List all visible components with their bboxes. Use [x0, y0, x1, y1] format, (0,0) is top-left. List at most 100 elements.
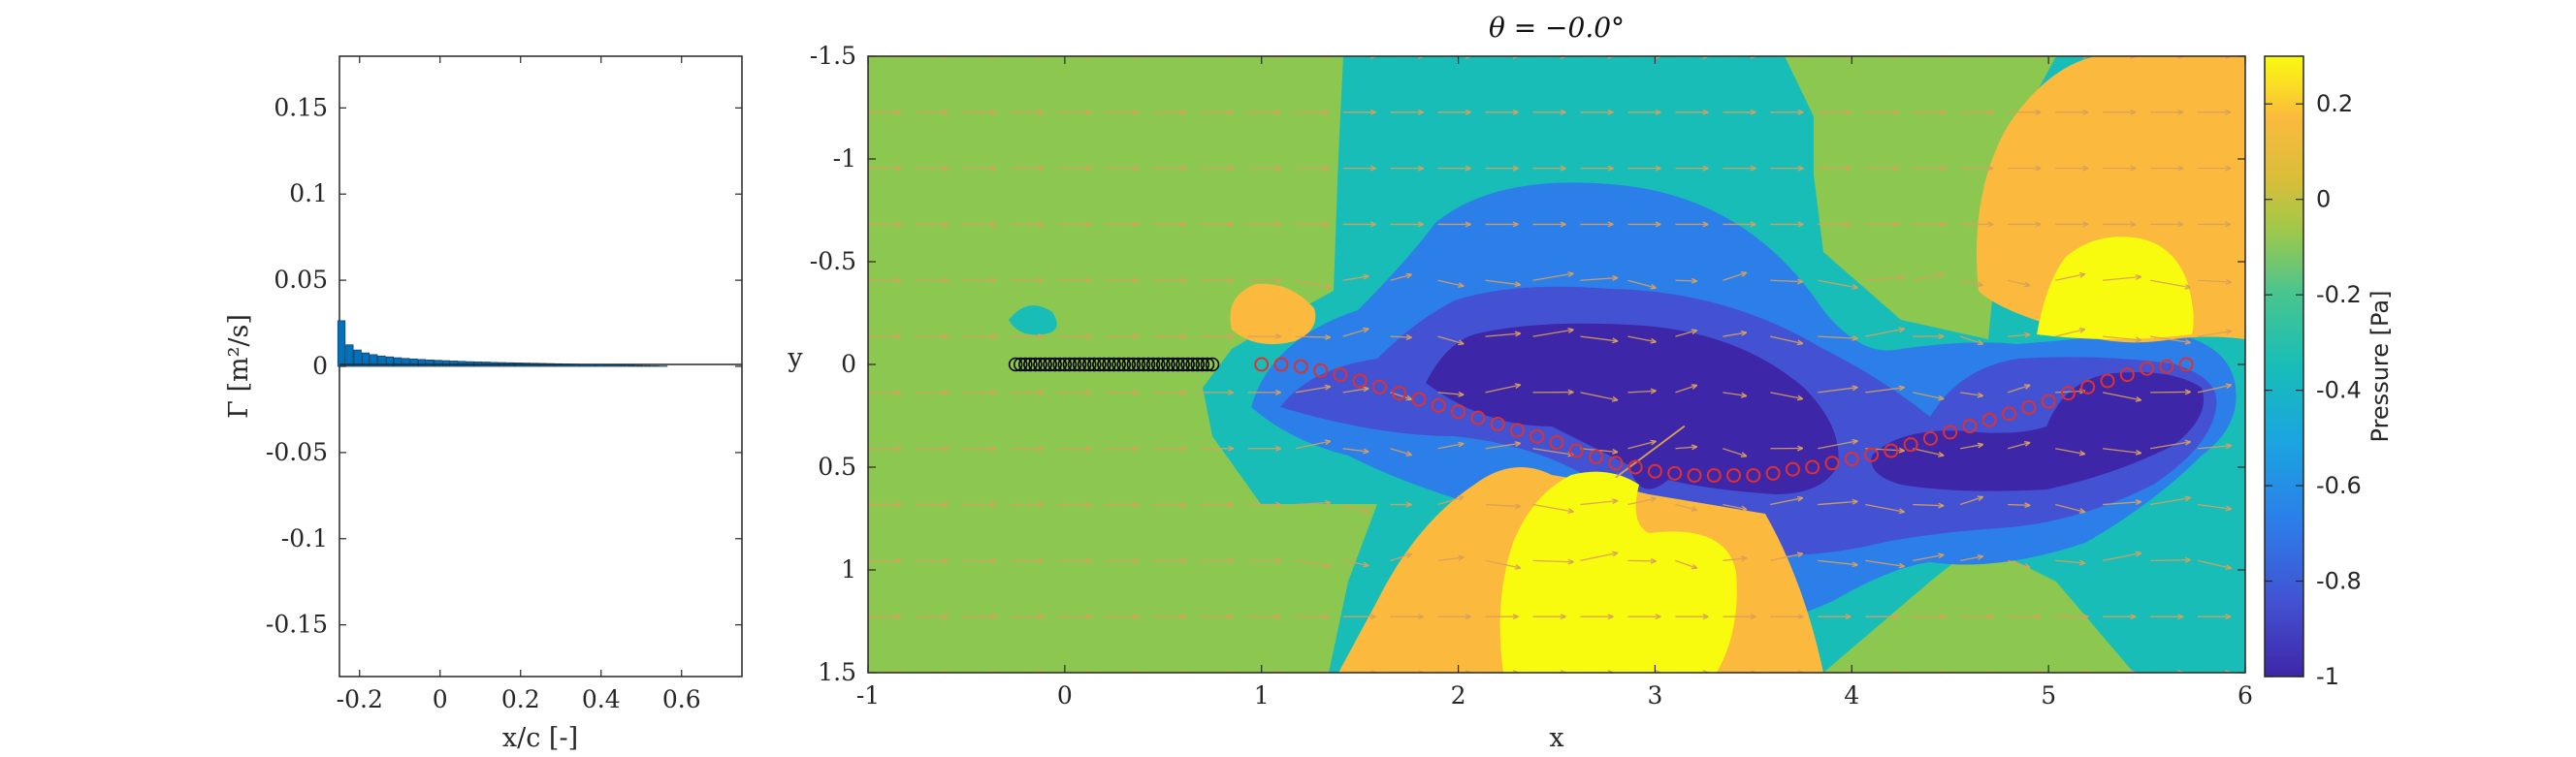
- bar: [619, 364, 628, 367]
- velocity-arrow-head: [1938, 502, 1945, 509]
- colorbar-tick-label: -1: [2316, 663, 2339, 690]
- velocity-arrow: [1342, 559, 1369, 567]
- plate-vortex-point: [1111, 357, 1126, 372]
- velocity-arrow-head: [1898, 508, 1906, 515]
- velocity-arrow-head: [1740, 331, 1748, 336]
- contour-blob-teal-small: [1009, 305, 1057, 335]
- velocity-arrow-head: [1690, 444, 1698, 451]
- velocity-arrow-head: [1038, 109, 1045, 115]
- velocity-arrow-head: [1898, 385, 1905, 392]
- wake-vortex-point: [1313, 363, 1329, 378]
- colorbar-tick-label: -0.2: [2316, 281, 2362, 308]
- field-y-ticks: -1.5 -1 -0.5 0 0.5 1 1.5: [810, 42, 2245, 686]
- velocity-arrow-head: [1133, 614, 1140, 620]
- velocity-arrow-head: [1133, 445, 1140, 452]
- circulation-bar-chart: -0.2 0 0.2 0.4 0.6 0.15 0.1 0.05 0 -0.05 -0.1 -0.1…: [224, 55, 743, 753]
- wake-vortex-point: [1765, 465, 1781, 481]
- bar: [385, 356, 395, 367]
- y-tick-label: -0.05: [266, 438, 328, 466]
- velocity-arrow-head: [2130, 109, 2137, 115]
- velocity-arrow-head: [1363, 386, 1369, 393]
- colorbar-tick-label: 0: [2316, 186, 2331, 213]
- bar: [627, 364, 636, 367]
- velocity-arrow-head: [1977, 339, 1984, 346]
- velocity-arrow-head: [1324, 562, 1332, 568]
- wake-vortex-point: [2159, 359, 2174, 374]
- velocity-arrow-head: [943, 501, 950, 508]
- wake-vortex-point: [1371, 379, 1387, 394]
- wake-vortex-point: [2002, 406, 2017, 422]
- velocity-arrow-head: [1405, 333, 1412, 340]
- velocity-arrow-head: [1322, 109, 1329, 115]
- velocity-arrow-head: [2177, 221, 2184, 228]
- velocity-arrow-head: [943, 614, 950, 620]
- plate-vortex-point: [1195, 357, 1210, 372]
- velocity-arrow-head: [1322, 614, 1329, 620]
- field-x-ticks: -1 0 1 2 3 4 5 6: [856, 56, 2253, 710]
- wake-vortex-point: [1568, 443, 1584, 458]
- velocity-arrow-head: [1180, 221, 1187, 228]
- velocity-arrow-head: [1987, 614, 1994, 620]
- velocity-arrow-head: [990, 557, 997, 564]
- velocity-arrow-head: [2177, 165, 2184, 172]
- wake-vortex-point: [2080, 379, 2096, 394]
- plate-vortex-point: [1047, 357, 1063, 372]
- velocity-arrow-head: [1650, 283, 1657, 290]
- wake-vortex-point: [1273, 357, 1289, 372]
- colorbar-tick-label: -0.4: [2316, 377, 2362, 404]
- plate-vortex-point: [1008, 357, 1023, 372]
- y-tick-label: 0.15: [274, 93, 328, 121]
- plate-vortex-point: [1126, 357, 1142, 372]
- velocity-arrow-head: [1274, 389, 1281, 395]
- velocity-arrow: [1390, 448, 1412, 457]
- velocity-arrow-head: [1898, 327, 1906, 333]
- velocity-arrow-head: [1322, 221, 1329, 228]
- plate-vortex-point: [1086, 357, 1102, 372]
- velocity-arrow-head: [1133, 557, 1140, 564]
- velocity-arrow-head: [1274, 501, 1281, 508]
- velocity-arrow: [1675, 446, 1697, 450]
- wake-vortex-point: [1746, 467, 1761, 483]
- velocity-arrow: [1913, 448, 1945, 457]
- x-tick-label: 4: [1844, 681, 1859, 710]
- velocity-arrow-head: [2078, 450, 2086, 457]
- velocity-arrow-head: [1612, 449, 1619, 455]
- velocity-arrow-head: [1567, 508, 1574, 514]
- velocity-arrow: [1960, 555, 1983, 562]
- velocity-arrow-head: [1892, 614, 1899, 620]
- plate-vortex-point: [1038, 357, 1052, 372]
- velocity-arrow: [1437, 335, 1465, 345]
- velocity-arrow: [1913, 553, 1945, 562]
- velocity-arrow: [1913, 272, 1945, 281]
- wake-vortex-point: [1805, 459, 1820, 475]
- velocity-arrow: [1342, 448, 1369, 453]
- plate-vortex-point: [1161, 357, 1175, 372]
- x-tick-label: 6: [2238, 681, 2253, 710]
- velocity-arrow-head: [1796, 495, 1804, 502]
- wake-vortex-point: [1333, 367, 1348, 383]
- velocity-arrow: [1770, 279, 1803, 283]
- velocity-arrow-head: [943, 277, 950, 284]
- velocity-arrow-head: [2177, 614, 2184, 620]
- velocity-arrow: [2103, 335, 2141, 341]
- wake-vortex-point: [1589, 449, 1604, 464]
- velocity-arrow-head: [1611, 551, 1619, 557]
- velocity-arrow-head: [1740, 505, 1748, 512]
- velocity-arrow-head: [1465, 614, 1471, 620]
- velocity-arrow-head: [1612, 275, 1619, 281]
- plate-vortex-point: [1121, 357, 1137, 372]
- velocity-arrow-head: [1405, 394, 1413, 401]
- velocity-arrow: [2149, 496, 2191, 506]
- velocity-arrow-head: [1038, 501, 1045, 508]
- y-tick-label: -0.15: [266, 611, 328, 639]
- velocity-arrow: [2055, 448, 2085, 456]
- velocity-arrow: [1865, 276, 1905, 281]
- velocity-arrow: [1580, 448, 1619, 454]
- velocity-arrow-head: [895, 277, 902, 284]
- velocity-arrow-head: [895, 445, 902, 452]
- velocity-arrow: [2197, 279, 2232, 283]
- velocity-arrow: [1675, 503, 1697, 511]
- velocity-arrow-head: [1612, 337, 1619, 344]
- velocity-arrow-head: [2177, 109, 2184, 115]
